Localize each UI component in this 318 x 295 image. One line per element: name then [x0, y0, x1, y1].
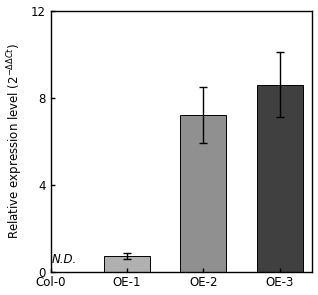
Y-axis label: Relative expression level (2$^{-ΔΔCt}$): Relative expression level (2$^{-ΔΔCt}$)	[5, 43, 25, 239]
Bar	[104, 256, 150, 272]
Bar	[257, 84, 302, 272]
Text: N.D.: N.D.	[52, 253, 77, 266]
Bar	[180, 115, 226, 272]
